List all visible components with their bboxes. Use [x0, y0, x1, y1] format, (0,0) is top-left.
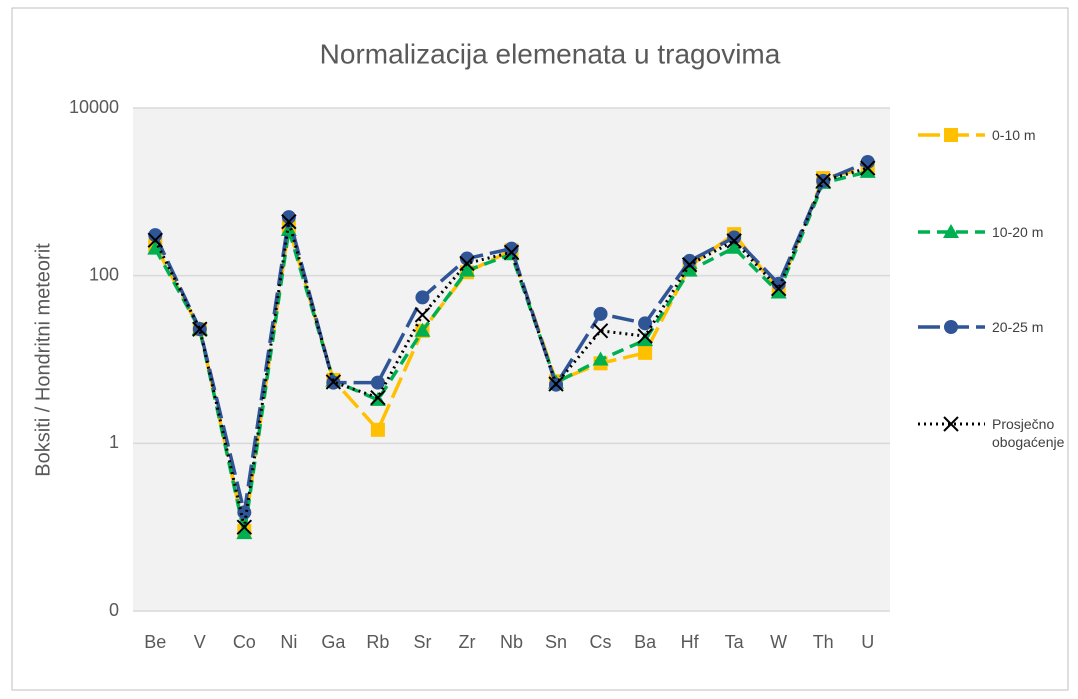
marker	[860, 160, 876, 176]
marker	[727, 230, 742, 245]
marker	[548, 376, 564, 392]
marker	[770, 280, 787, 297]
marker	[370, 422, 385, 437]
marker	[414, 307, 431, 323]
y-tick-label: 0	[109, 600, 119, 620]
x-tick-label: Sr	[413, 632, 431, 652]
x-tick-label: Ni	[280, 632, 297, 652]
marker	[147, 232, 163, 248]
marker	[147, 240, 164, 255]
marker	[681, 257, 698, 273]
x-tick-label: Cs	[590, 632, 612, 652]
y-tick-label: 100	[89, 264, 119, 284]
x-tick-label: Zr	[458, 632, 475, 652]
marker	[192, 321, 208, 337]
marker	[944, 320, 958, 334]
marker	[592, 351, 609, 366]
marker	[459, 255, 475, 272]
marker	[770, 284, 787, 299]
x-tick-label: Sn	[545, 632, 567, 652]
marker	[415, 290, 430, 305]
x-tick-label: W	[770, 632, 787, 652]
legend-label: Prosječno obogaćenje	[992, 416, 1065, 450]
x-tick-label: Hf	[681, 632, 700, 652]
y-tick-label: 10000	[69, 97, 119, 117]
marker	[458, 262, 475, 277]
marker	[681, 262, 698, 277]
x-tick-label: Nb	[500, 632, 523, 652]
marker	[325, 374, 342, 390]
x-tick-label: Rb	[366, 632, 389, 652]
x-tick-label: U	[861, 632, 874, 652]
marker	[593, 306, 608, 321]
marker	[503, 244, 520, 261]
marker	[682, 253, 697, 268]
legend-label: 20-25 m	[992, 319, 1044, 335]
x-tick-label: Ba	[634, 632, 657, 652]
marker	[280, 222, 297, 237]
marker	[504, 241, 519, 256]
marker	[637, 332, 654, 347]
plot-area	[133, 108, 890, 611]
marker	[281, 214, 297, 230]
marker	[943, 224, 959, 238]
marker	[726, 239, 743, 254]
x-tick-label: Th	[813, 632, 834, 652]
marker	[726, 233, 742, 249]
marker	[414, 322, 431, 337]
marker	[236, 525, 253, 540]
marker	[638, 345, 653, 360]
x-tick-label: Be	[144, 632, 166, 652]
marker	[281, 210, 296, 225]
y-tick-label: 1	[109, 432, 119, 452]
marker	[815, 173, 831, 189]
marker	[370, 375, 385, 390]
series-line	[153, 166, 869, 532]
x-tick-label: Ta	[725, 632, 745, 652]
marker	[148, 228, 163, 243]
marker	[236, 519, 253, 535]
legend-label: 10-20 m	[992, 224, 1044, 240]
marker	[637, 328, 653, 344]
marker	[370, 390, 386, 406]
chart-title: Normalizacija elemenata u tragovima	[320, 38, 781, 69]
marker	[592, 323, 609, 339]
legend-label: 0-10 m	[992, 127, 1036, 143]
marker	[638, 316, 653, 331]
x-tick-label: Ga	[321, 632, 346, 652]
x-tick-label: V	[194, 632, 206, 652]
x-tick-label: Co	[233, 632, 256, 652]
marker	[943, 416, 959, 432]
y-axis-label: Boksiti / Hondritni meteorit	[32, 243, 54, 477]
series-line	[153, 160, 869, 513]
marker	[859, 163, 876, 178]
marker	[944, 128, 958, 142]
